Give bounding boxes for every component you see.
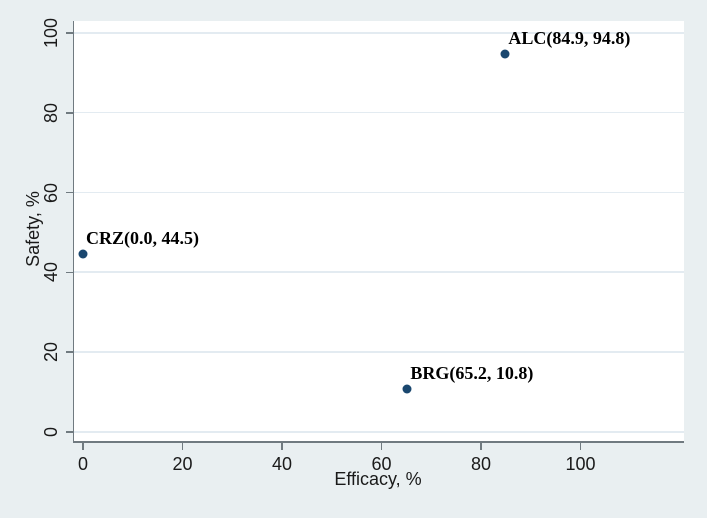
x-tick-label-0: 0 [77, 454, 89, 474]
x-axis-line [72, 441, 684, 443]
x-tick-100 [579, 442, 582, 450]
y-tick-20 [65, 351, 73, 353]
point-label-alc: ALC(84.9, 94.8) [508, 27, 631, 48]
x-tick-80 [480, 442, 482, 450]
y-tick-80 [65, 112, 73, 114]
y-tick-0 [65, 431, 73, 433]
x-tick-label-40: 40 [271, 454, 293, 474]
y-axis-title: Safety, % [23, 191, 43, 267]
y-axis-line [72, 21, 74, 443]
plot-area [74, 21, 684, 441]
x-tick-label-60: 60 [371, 454, 392, 474]
x-tick-label-20: 20 [172, 454, 193, 474]
y-tick-label-100: 100 [41, 17, 61, 49]
y-tick-label-0: 0 [41, 426, 61, 438]
x-tick-label-100: 100 [565, 454, 596, 474]
x-tick-0 [82, 442, 84, 450]
x-tick-20 [181, 442, 184, 450]
data-point-crz [78, 249, 88, 259]
x-tick-label-80: 80 [470, 454, 492, 474]
data-point-alc [500, 49, 510, 59]
gridline-y-100 [74, 32, 684, 34]
y-tick-label-60: 60 [41, 182, 61, 203]
x-tick-40 [281, 442, 283, 450]
y-tick-40 [65, 271, 73, 274]
gridline-y-40 [74, 271, 684, 273]
y-tick-label-20: 20 [41, 342, 61, 363]
point-label-crz: CRZ(0.0, 44.5) [86, 228, 199, 249]
point-label-brg: BRG(65.2, 10.8) [410, 362, 534, 383]
x-axis-title: Efficacy, % [334, 469, 422, 489]
x-tick-60 [380, 442, 383, 450]
y-tick-60 [65, 191, 73, 194]
data-point-brg [402, 384, 412, 394]
gridline-y-0 [74, 431, 684, 433]
y-tick-100 [65, 32, 73, 34]
gridline-y-60 [74, 191, 684, 194]
gridline-y-20 [74, 351, 684, 353]
y-tick-label-80: 80 [41, 102, 61, 123]
gridline-y-80 [74, 111, 684, 114]
y-tick-label-40: 40 [41, 262, 61, 283]
